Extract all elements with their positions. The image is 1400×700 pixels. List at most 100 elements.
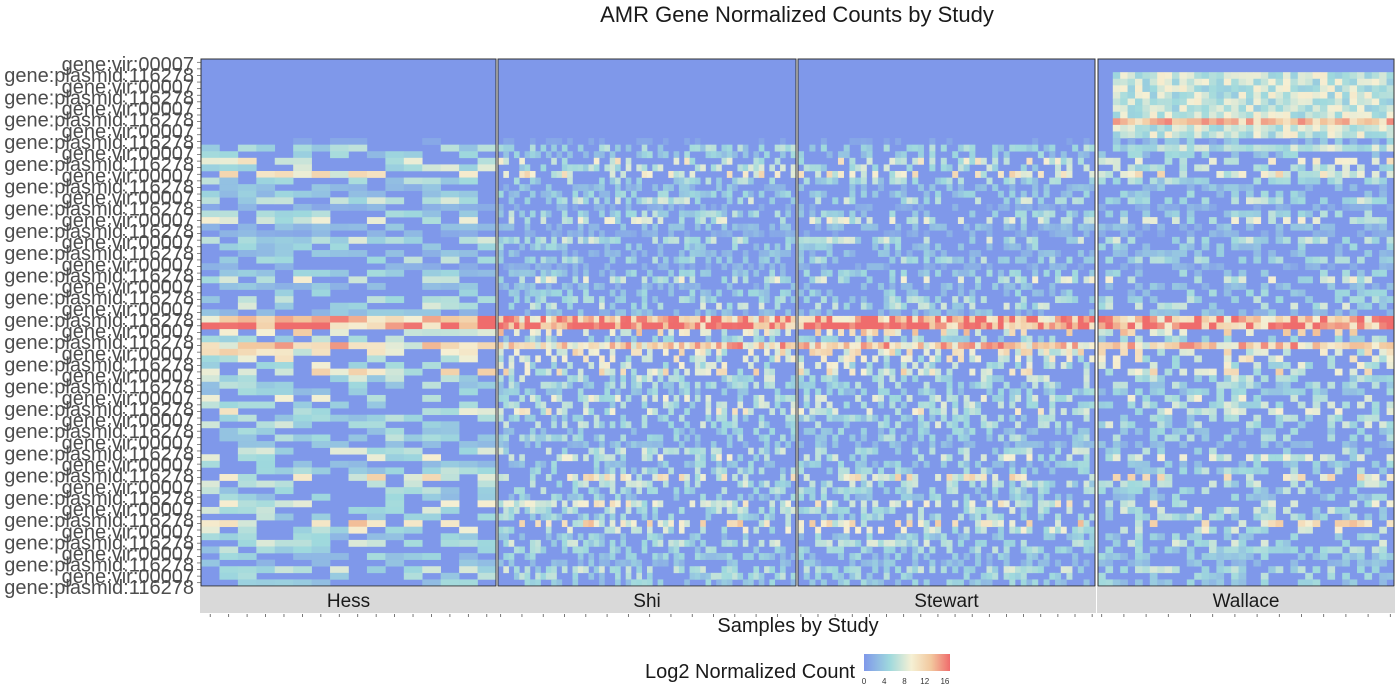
heatmap-cell [912, 480, 919, 488]
heatmap-cell [785, 506, 791, 514]
heatmap-cell [519, 322, 525, 330]
heatmap-cell [860, 223, 867, 231]
heatmap-cell [385, 553, 405, 560]
heatmap-cell [1032, 263, 1039, 271]
heatmap-cell [583, 480, 589, 488]
heatmap-cell [219, 210, 239, 218]
heatmap-cell [1026, 447, 1033, 455]
heatmap-cell [567, 362, 573, 369]
heatmap-cell [992, 315, 999, 323]
heatmap-cell [780, 263, 786, 271]
heatmap-cell [256, 236, 276, 244]
heatmap-cell [1216, 230, 1225, 238]
heatmap-cell [855, 414, 862, 422]
heatmap-cell [774, 243, 781, 251]
heatmap-cell [256, 493, 276, 501]
heatmap-cell [705, 348, 712, 356]
heatmap-cell [1026, 401, 1033, 409]
heatmap-cell [769, 269, 776, 277]
heatmap-cell [678, 526, 685, 534]
heatmap-cell [798, 184, 805, 192]
heatmap-cell [422, 243, 441, 251]
heatmap-cell [551, 381, 557, 389]
heatmap-cell [540, 210, 547, 218]
heatmap-cell [459, 533, 478, 541]
heatmap-cell [1072, 348, 1079, 356]
heatmap-cell [1072, 539, 1079, 547]
heatmap-cell [604, 164, 611, 172]
heatmap-cell [726, 170, 733, 178]
heatmap-cell [1312, 230, 1321, 238]
heatmap-cell [742, 177, 749, 185]
heatmap-cell [551, 579, 557, 587]
heatmap-cell [561, 381, 568, 389]
heatmap-cell [668, 282, 674, 290]
heatmap-cell [1268, 105, 1276, 112]
heatmap-cell [583, 289, 589, 297]
heatmap-cell [809, 315, 816, 323]
heatmap-cell [1216, 190, 1225, 198]
heatmap-cell [219, 217, 239, 224]
heatmap-cell [524, 197, 531, 205]
heatmap-cell [737, 236, 744, 244]
heatmap-cell [588, 362, 595, 369]
heatmap-cell [1043, 559, 1050, 567]
heatmap-cell [1127, 85, 1136, 93]
heatmap-cell [1201, 131, 1210, 139]
heatmap-cell [1037, 414, 1044, 422]
heatmap-cell [403, 480, 423, 488]
heatmap-cell [716, 289, 722, 297]
heatmap-cell [820, 539, 827, 547]
heatmap-cell [1055, 441, 1062, 448]
heatmap-cell [726, 315, 733, 323]
heatmap-cell [917, 388, 924, 396]
heatmap-cell [1112, 236, 1121, 244]
heatmap-cell [716, 474, 722, 481]
heatmap-cell [1327, 230, 1336, 238]
heatmap-cell [498, 362, 504, 369]
heatmap-cell [545, 408, 552, 416]
heatmap-cell [1327, 98, 1336, 106]
heatmap-cell [348, 144, 368, 152]
heatmap-cell [1268, 144, 1276, 152]
heatmap-cell [577, 223, 584, 231]
heatmap-cell [1312, 91, 1321, 99]
heatmap-cell [529, 177, 536, 185]
heatmap-cell [758, 289, 765, 297]
heatmap-cell [535, 506, 541, 514]
heatmap-cell [684, 447, 690, 455]
heatmap-cell [1055, 269, 1062, 277]
heatmap-cell [274, 362, 294, 369]
heatmap-cell [1009, 579, 1016, 587]
heatmap-cell [673, 157, 680, 165]
heatmap-cell [678, 342, 685, 350]
heatmap-cell [877, 348, 884, 356]
heatmap-cell [1120, 210, 1128, 218]
heatmap-cell [403, 414, 423, 422]
heatmap-cell [1305, 118, 1313, 126]
heatmap-cell [459, 177, 478, 185]
heatmap-cell [860, 355, 867, 363]
heatmap-cell [732, 263, 738, 271]
heatmap-cell [503, 184, 509, 192]
heatmap-cell [785, 342, 791, 350]
heatmap-cell [503, 441, 509, 448]
heatmap-cell [535, 394, 541, 402]
heatmap-cell [940, 157, 947, 165]
heatmap-cell [1083, 375, 1090, 383]
heatmap-cell [1201, 118, 1210, 126]
heatmap-cell [641, 546, 648, 554]
heatmap-cell [1127, 177, 1136, 185]
heatmap-cell [1349, 203, 1358, 211]
heatmap-cell [498, 315, 504, 323]
heatmap-cell [764, 454, 770, 462]
heatmap-cell [577, 315, 584, 323]
heatmap-cell [764, 520, 770, 528]
heatmap-cell [588, 348, 595, 356]
heatmap-cell [274, 296, 294, 304]
heatmap-cell [311, 559, 331, 567]
heatmap-cell [366, 375, 386, 383]
heatmap-cell [477, 493, 497, 501]
heatmap-cell [803, 566, 810, 574]
heatmap-cell [545, 381, 552, 389]
